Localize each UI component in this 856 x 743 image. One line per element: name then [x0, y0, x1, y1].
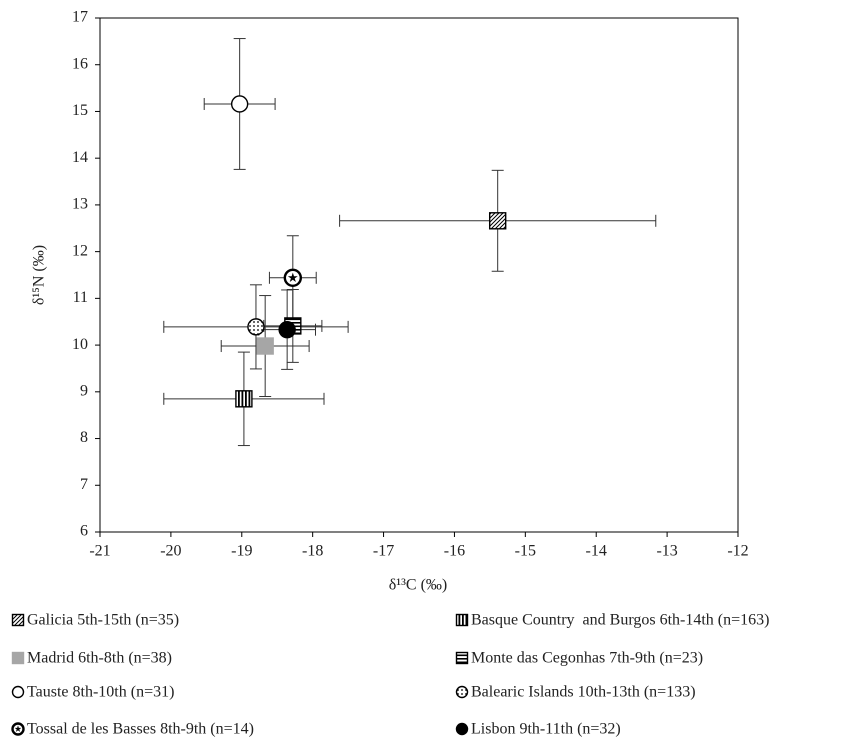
marker — [455, 722, 469, 736]
y-tick-label: 11 — [73, 289, 88, 306]
legend-label: Tossal de les Basses 8th-9th (n=14) — [27, 721, 254, 738]
x-tick-label: -14 — [586, 543, 607, 560]
y-tick-label: 10 — [72, 336, 88, 353]
legend-label: Basque Country and Burgos 6th-14th (n=16… — [471, 612, 769, 629]
plot-frame — [99, 17, 739, 533]
legend-label: Lisbon 9th-11th (n=32) — [471, 721, 621, 738]
marker — [455, 613, 469, 627]
marker — [455, 651, 469, 665]
y-tick-label: 6 — [80, 523, 88, 540]
marker — [11, 685, 25, 699]
x-tick-label: -17 — [373, 543, 394, 560]
marker — [256, 337, 274, 355]
x-tick-label: -18 — [302, 543, 323, 560]
marker — [488, 212, 507, 230]
marker — [11, 651, 25, 665]
x-tick-label: -19 — [231, 543, 252, 560]
marker — [11, 613, 25, 627]
y-tick-label: 13 — [72, 196, 88, 213]
legend-label: Galicia 5th-15th (n=35) — [27, 612, 179, 629]
marker — [247, 318, 265, 336]
x-tick-label: -15 — [515, 543, 536, 560]
legend-label: Monte das Cegonhas 7th-9th (n=23) — [471, 650, 703, 667]
y-tick-label: 12 — [72, 242, 88, 259]
x-axis-title: δ¹³C (‰) — [389, 577, 447, 594]
legend-label: Madrid 6th-8th (n=38) — [27, 650, 172, 667]
x-tick-label: -13 — [656, 543, 677, 560]
y-tick-label: 14 — [72, 149, 88, 166]
y-tick-label: 9 — [80, 382, 88, 399]
marker-star — [14, 725, 22, 732]
x-tick-label: -21 — [89, 543, 110, 560]
x-tick-label: -16 — [444, 543, 465, 560]
y-tick-label: 15 — [72, 102, 88, 119]
x-tick-label: -12 — [727, 543, 748, 560]
y-tick-label: 17 — [72, 9, 88, 26]
marker-star — [287, 272, 298, 283]
y-axis-title: δ¹⁵N (‰) — [31, 245, 48, 305]
x-tick-label: -20 — [160, 543, 181, 560]
marker — [278, 320, 296, 339]
legend-label: Tauste 8th-10th (n=31) — [27, 684, 174, 701]
y-tick-label: 8 — [80, 429, 88, 446]
legend-label: Balearic Islands 10th-13th (n=133) — [471, 684, 696, 701]
marker — [235, 390, 253, 408]
y-tick-label: 7 — [80, 476, 88, 493]
y-tick-label: 16 — [72, 55, 88, 72]
marker — [230, 95, 249, 113]
marker — [455, 685, 469, 699]
